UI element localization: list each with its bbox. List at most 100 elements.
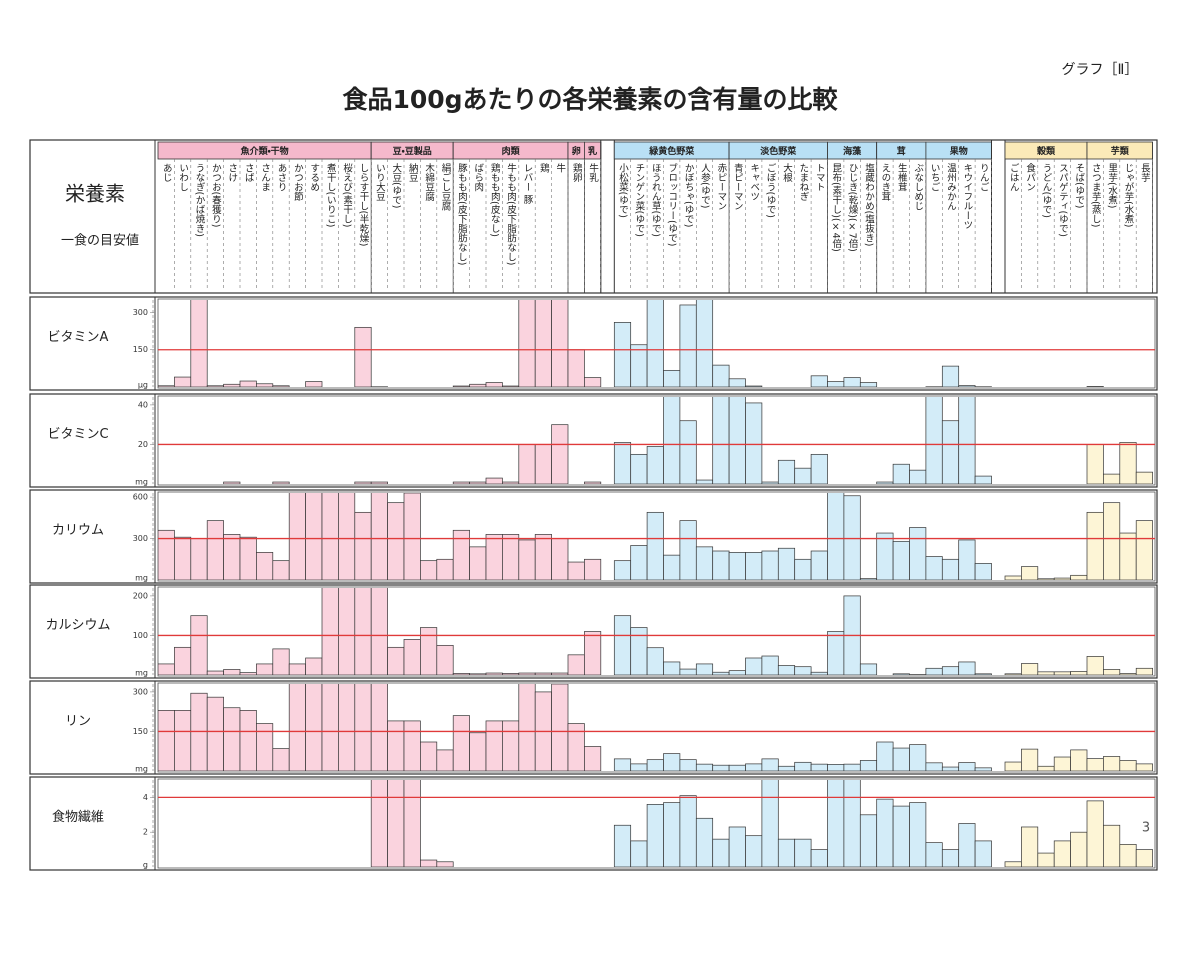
- bar: [305, 657, 323, 675]
- bar: [909, 744, 927, 771]
- bar: [974, 563, 992, 580]
- bar: [534, 300, 552, 387]
- bar: [190, 538, 208, 580]
- food-label: かつお(春獲り): [210, 163, 222, 227]
- bar: [630, 627, 648, 675]
- bar: [974, 840, 992, 867]
- bar: [859, 382, 878, 387]
- food-label: いちご: [929, 163, 940, 192]
- bar: [420, 741, 438, 771]
- bar: [485, 672, 503, 675]
- plot-frame: [157, 778, 1156, 869]
- bar: [239, 536, 257, 580]
- bar: [892, 540, 910, 580]
- bar: [630, 763, 648, 771]
- food-label: うなぎ(かば焼き): [194, 163, 206, 237]
- bar: [1070, 574, 1088, 580]
- bar: [1103, 824, 1121, 867]
- food-label: 納豆: [407, 162, 419, 182]
- food-label: いり大豆: [374, 163, 386, 201]
- bar: [679, 759, 697, 771]
- group-label: 豆・豆製品: [393, 145, 432, 157]
- bar: [420, 560, 438, 580]
- bar: [892, 747, 910, 771]
- bar: [958, 762, 976, 771]
- y-tick-label: 300: [133, 534, 148, 543]
- food-label: 大根: [781, 162, 793, 183]
- nutrient-name: カルシウム: [45, 618, 110, 633]
- y-tick-label: 600: [133, 493, 148, 502]
- bar: [1021, 566, 1039, 580]
- bar: [551, 672, 569, 675]
- bar: [728, 764, 746, 771]
- food-label: ぶなしめじ: [912, 163, 924, 211]
- bar: [1070, 671, 1088, 675]
- food-label: さつま芋(蒸し): [1090, 163, 1102, 227]
- bar: [370, 493, 388, 580]
- graph-label: グラフ［Ⅱ］: [1062, 62, 1139, 78]
- bar: [223, 707, 241, 771]
- bar: [436, 861, 454, 867]
- panel-box: [29, 296, 1158, 391]
- bar: [370, 780, 388, 867]
- nutrient-name: ビタミンA: [48, 330, 109, 345]
- bar: [827, 780, 845, 867]
- bar: [321, 493, 339, 580]
- bar: [695, 763, 714, 771]
- bar: [613, 442, 632, 484]
- bar: [190, 692, 208, 771]
- bar: [876, 798, 894, 867]
- food-label: キウイフルーツ: [961, 163, 973, 230]
- bar: [158, 529, 175, 580]
- food-label: あさり: [276, 163, 287, 192]
- food-label: ひじき(乾燥)(×7倍): [847, 163, 859, 252]
- bar: [469, 732, 487, 771]
- bar: [1135, 471, 1153, 484]
- bar: [761, 550, 779, 580]
- bar: [584, 377, 602, 387]
- food-label: たまねぎ: [797, 163, 809, 201]
- bar: [584, 631, 602, 675]
- y-tick-label: 2: [143, 828, 148, 837]
- bar: [387, 720, 405, 771]
- bar: [370, 481, 388, 484]
- bar: [663, 554, 681, 580]
- bar: [728, 826, 746, 867]
- bars: [158, 588, 1153, 675]
- food-label: ばら肉: [472, 163, 484, 192]
- bar: [646, 446, 664, 484]
- bar: [551, 684, 569, 771]
- bar: [745, 835, 763, 867]
- bar: [810, 849, 828, 867]
- bars: [158, 300, 1104, 387]
- food-label: ほうれん草(ゆで): [650, 163, 662, 237]
- header-box: [29, 139, 1158, 294]
- bar: [1037, 852, 1055, 867]
- food-label: スパゲティ(ゆで): [1057, 163, 1069, 237]
- food-label: 温州みかん: [945, 163, 957, 211]
- bar: [843, 495, 861, 580]
- food-label: じゃが芋(水煮): [1123, 163, 1135, 227]
- bar: [174, 710, 192, 771]
- bar: [1086, 656, 1104, 675]
- bar: [485, 534, 503, 580]
- bar: [305, 684, 323, 771]
- bar: [256, 383, 274, 387]
- panel-box: [29, 393, 1158, 488]
- food-label: キャベツ: [748, 163, 760, 201]
- bar: [810, 763, 828, 771]
- bar: [288, 663, 306, 675]
- food-label: 大豆(ゆで): [390, 162, 402, 208]
- y-tick-label: 300: [133, 687, 148, 696]
- bar: [485, 382, 503, 387]
- bar: [174, 376, 192, 387]
- bar: [256, 663, 274, 675]
- bar: [354, 481, 372, 484]
- bar: [745, 657, 763, 675]
- bar: [436, 749, 454, 771]
- y-tick-label: 150: [133, 727, 148, 736]
- bar: [712, 671, 730, 675]
- bar: [810, 671, 828, 675]
- bar: [712, 364, 730, 387]
